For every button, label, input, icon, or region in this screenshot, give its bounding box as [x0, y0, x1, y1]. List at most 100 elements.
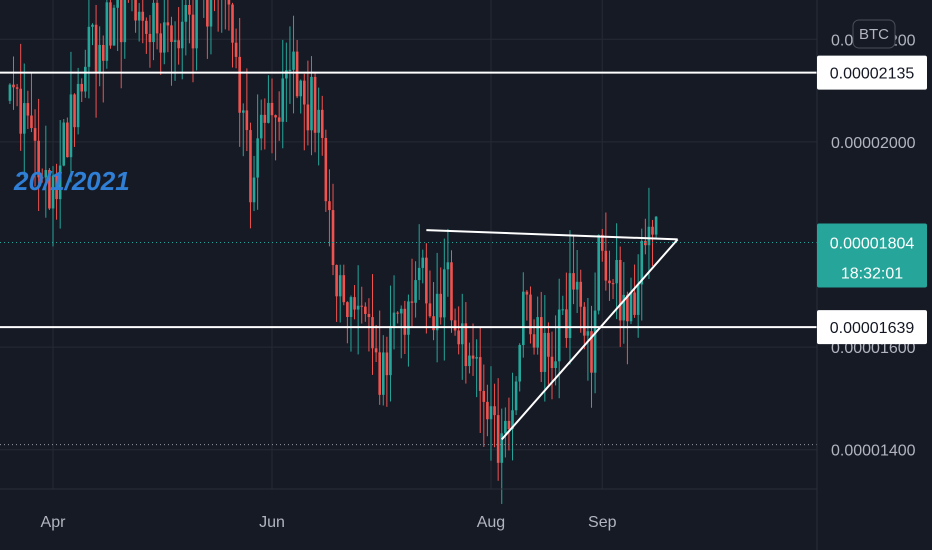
candle-body[interactable]	[579, 281, 583, 307]
candle-body[interactable]	[482, 390, 486, 402]
candle-body[interactable]	[295, 51, 299, 97]
candle-body[interactable]	[443, 269, 446, 318]
candle-body[interactable]	[644, 240, 647, 246]
candle-body[interactable]	[44, 170, 48, 178]
candle-body[interactable]	[241, 110, 245, 113]
candle-body[interactable]	[518, 345, 521, 382]
candle-body[interactable]	[249, 130, 252, 203]
candle-body[interactable]	[328, 201, 331, 211]
candle-body[interactable]	[12, 84, 15, 88]
candle-body[interactable]	[317, 109, 320, 133]
candle-body[interactable]	[101, 44, 105, 61]
candle-body[interactable]	[274, 115, 277, 118]
candle-body[interactable]	[40, 177, 44, 179]
candle-body[interactable]	[346, 302, 349, 318]
candle-body[interactable]	[626, 294, 629, 322]
candle-body[interactable]	[84, 66, 87, 92]
candle-body[interactable]	[586, 331, 590, 336]
candle-body[interactable]	[55, 175, 58, 200]
candle-body[interactable]	[292, 51, 295, 70]
candle-body[interactable]	[489, 406, 493, 420]
candle-body[interactable]	[407, 301, 410, 335]
candle-body[interactable]	[392, 312, 396, 327]
candle-body[interactable]	[504, 420, 507, 434]
candle-body[interactable]	[464, 323, 468, 367]
candle-body[interactable]	[8, 84, 12, 101]
candle-body[interactable]	[166, 22, 170, 26]
candle-body[interactable]	[119, 0, 123, 43]
candle-body[interactable]	[453, 320, 457, 331]
triangle-pattern[interactable]	[426, 229, 679, 441]
candle-body[interactable]	[478, 357, 482, 391]
candle-body[interactable]	[378, 352, 381, 395]
candle-body[interactable]	[608, 280, 611, 284]
candle-body[interactable]	[640, 240, 644, 285]
candle-body[interactable]	[496, 415, 500, 463]
candle-body[interactable]	[593, 310, 597, 373]
candle-body[interactable]	[195, 0, 198, 49]
candle-body[interactable]	[597, 234, 600, 311]
candle-body[interactable]	[173, 40, 177, 42]
candle-body[interactable]	[554, 361, 557, 369]
candle-body[interactable]	[98, 44, 101, 73]
candle-body[interactable]	[428, 303, 432, 317]
candle-body[interactable]	[267, 102, 270, 123]
triangle-upper-trendline[interactable]	[426, 229, 678, 241]
candle-body[interactable]	[58, 165, 62, 200]
candle-body[interactable]	[324, 137, 328, 202]
candle-body[interactable]	[170, 25, 173, 42]
candle-body[interactable]	[116, 0, 119, 8]
candle-body[interactable]	[227, 0, 231, 5]
candle-body[interactable]	[435, 293, 439, 331]
candle-body[interactable]	[417, 267, 421, 281]
candle-body[interactable]	[26, 103, 30, 116]
candle-body[interactable]	[439, 293, 443, 318]
candle-body[interactable]	[550, 356, 554, 369]
candle-body[interactable]	[511, 410, 514, 429]
candle-body[interactable]	[543, 332, 547, 372]
candle-body[interactable]	[76, 83, 80, 128]
candle-body[interactable]	[565, 309, 568, 338]
candle-body[interactable]	[364, 306, 367, 314]
candle-body[interactable]	[37, 140, 40, 178]
candle-body[interactable]	[66, 122, 69, 158]
candle-body[interactable]	[338, 275, 342, 297]
candle-body[interactable]	[399, 308, 403, 314]
candle-body[interactable]	[310, 76, 313, 131]
candle-body[interactable]	[33, 128, 37, 141]
candle-body[interactable]	[51, 175, 55, 209]
candle-body[interactable]	[446, 262, 450, 270]
candle-body[interactable]	[629, 292, 633, 322]
candle-body[interactable]	[141, 11, 145, 21]
candle-body[interactable]	[389, 326, 392, 376]
candle-body[interactable]	[450, 262, 453, 321]
candle-body[interactable]	[281, 78, 285, 122]
candle-body[interactable]	[162, 22, 166, 53]
candle-body[interactable]	[288, 69, 292, 71]
candle-body[interactable]	[654, 216, 658, 235]
candle-body[interactable]	[94, 24, 98, 73]
candlestick-series[interactable]	[8, 0, 658, 504]
candle-body[interactable]	[486, 401, 489, 420]
candle-body[interactable]	[381, 352, 385, 395]
candle-body[interactable]	[105, 2, 109, 61]
candle-body[interactable]	[234, 42, 238, 57]
candle-body[interactable]	[80, 83, 84, 92]
candle-body[interactable]	[425, 257, 428, 304]
candle-body[interactable]	[209, 0, 213, 27]
candle-body[interactable]	[421, 257, 425, 268]
candle-body[interactable]	[331, 210, 335, 266]
candle-body[interactable]	[604, 250, 608, 281]
candle-body[interactable]	[561, 309, 565, 311]
candle-body[interactable]	[148, 33, 152, 43]
candle-body[interactable]	[270, 102, 274, 116]
candle-body[interactable]	[432, 316, 435, 331]
candle-body[interactable]	[342, 275, 346, 303]
candle-body[interactable]	[252, 177, 256, 203]
candle-body[interactable]	[356, 305, 360, 310]
candle-body[interactable]	[152, 2, 155, 43]
candle-body[interactable]	[583, 306, 586, 336]
candle-body[interactable]	[568, 273, 572, 338]
candle-body[interactable]	[475, 357, 478, 359]
candle-body[interactable]	[137, 11, 141, 21]
